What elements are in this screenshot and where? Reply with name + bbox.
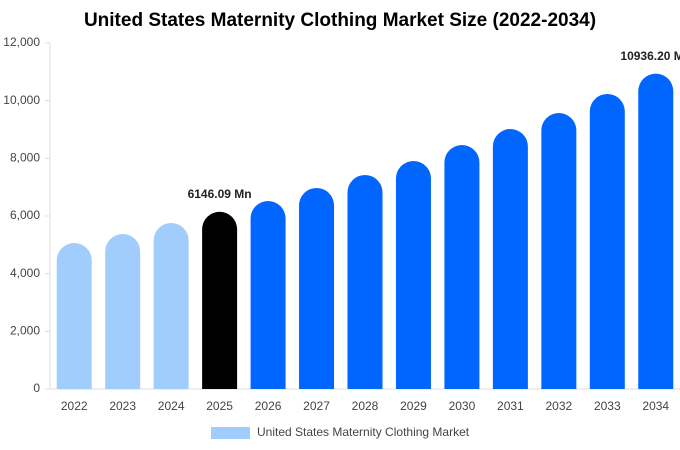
bar: [541, 113, 577, 389]
x-tick-label: 2028: [352, 399, 379, 413]
x-tick-label: 2023: [109, 399, 136, 413]
bar: [395, 160, 431, 389]
y-tick-label: 8,000: [10, 151, 40, 165]
bar: [299, 187, 335, 389]
x-tick-label: 2031: [497, 399, 524, 413]
x-tick-label: 2034: [642, 399, 669, 413]
bar: [153, 222, 189, 389]
value-label: 6146.09 Mn: [188, 187, 252, 201]
bar: [56, 243, 92, 389]
legend-swatch: [211, 427, 250, 439]
bar: [347, 174, 383, 389]
x-tick-label: 2027: [303, 399, 330, 413]
bar: [444, 144, 480, 389]
x-tick-label: 2029: [400, 399, 427, 413]
y-tick-label: 6,000: [10, 208, 40, 222]
bar: [492, 128, 528, 389]
x-tick-label: 2024: [158, 399, 185, 413]
x-tick-label: 2032: [545, 399, 572, 413]
x-tick-label: 2025: [206, 399, 233, 413]
bar: [638, 73, 674, 389]
chart-title: United States Maternity Clothing Market …: [84, 10, 596, 31]
bar: [250, 200, 286, 389]
bar: [105, 233, 141, 389]
y-tick-label: 2,000: [10, 324, 40, 338]
y-tick-label: 4,000: [10, 266, 40, 280]
x-tick-label: 2022: [61, 399, 88, 413]
y-tick-label: 0: [33, 381, 40, 395]
bar: [589, 93, 625, 390]
y-tick-label: 12,000: [3, 35, 40, 49]
x-tick-label: 2033: [594, 399, 621, 413]
x-tick-label: 2030: [449, 399, 476, 413]
x-tick-label: 2026: [255, 399, 282, 413]
bar: [202, 211, 238, 389]
legend-label: United States Maternity Clothing Market: [257, 425, 470, 439]
y-tick-label: 10,000: [3, 93, 40, 107]
value-label: 10936.20 Mn: [620, 49, 680, 63]
